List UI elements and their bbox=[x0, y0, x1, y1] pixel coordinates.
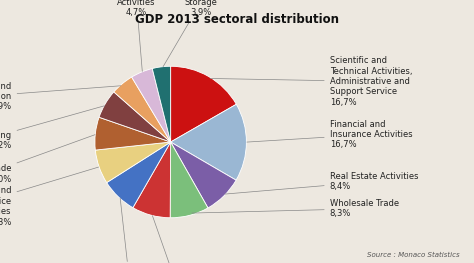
Wedge shape bbox=[171, 142, 236, 208]
Wedge shape bbox=[133, 142, 171, 218]
Wedge shape bbox=[95, 117, 171, 150]
Text: Manufacturing
6,2%: Manufacturing 6,2% bbox=[0, 106, 104, 150]
Text: Financial and
Insurance Activities
16,7%: Financial and Insurance Activities 16,7% bbox=[247, 120, 412, 149]
Wedge shape bbox=[99, 92, 171, 142]
Wedge shape bbox=[171, 104, 246, 180]
Wedge shape bbox=[152, 66, 171, 142]
Wedge shape bbox=[171, 66, 237, 142]
Wedge shape bbox=[132, 69, 171, 142]
Text: Public Administration,
Education, Human
Health and Social
Work Activities
8,2%: Public Administration, Education, Human … bbox=[136, 216, 228, 263]
Text: Transportation and
Storage
3,9%: Transportation and Storage 3,9% bbox=[161, 0, 240, 67]
Text: Other Service
Activities
4,7%: Other Service Activities 4,7% bbox=[108, 0, 165, 71]
Text: Wholesale Trade
8,3%: Wholesale Trade 8,3% bbox=[192, 199, 399, 218]
Wedge shape bbox=[170, 142, 208, 218]
Wedge shape bbox=[107, 142, 171, 208]
Text: Accommodation and
Food Service
Activities
7,3%: Accommodation and Food Service Activitie… bbox=[0, 167, 99, 226]
Text: Information and
Communication
4,9%: Information and Communication 4,9% bbox=[0, 82, 121, 112]
Text: Retail Trade
7,0%: Retail Trade 7,0% bbox=[0, 135, 95, 184]
Text: Scientific and
Technical Activities,
Administrative and
Support Service
16,7%: Scientific and Technical Activities, Adm… bbox=[210, 56, 412, 107]
Wedge shape bbox=[114, 77, 171, 142]
Text: GDP 2013 sectoral distribution: GDP 2013 sectoral distribution bbox=[135, 13, 339, 26]
Text: Source : Monaco Statistics: Source : Monaco Statistics bbox=[367, 252, 460, 258]
Text: Real Estate Activities
8,4%: Real Estate Activities 8,4% bbox=[225, 172, 418, 194]
Text: Construction
7,7%: Construction 7,7% bbox=[102, 198, 156, 263]
Wedge shape bbox=[95, 142, 171, 183]
